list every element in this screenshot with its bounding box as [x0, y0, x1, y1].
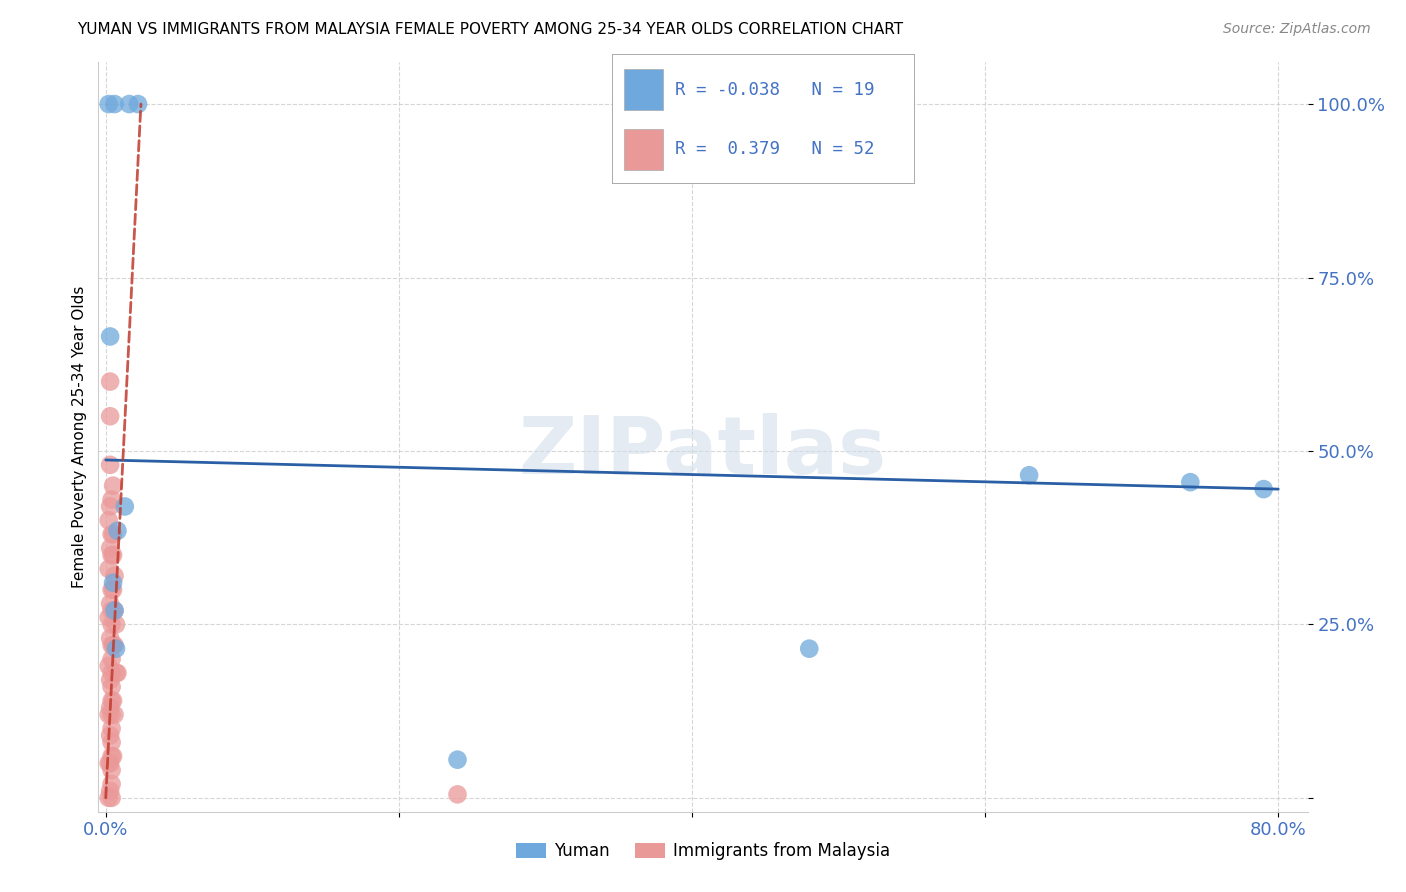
Text: R = -0.038   N = 19: R = -0.038 N = 19: [675, 81, 875, 99]
Point: [100, 777, 122, 791]
Point: [100, 722, 122, 736]
Point: [100, 527, 122, 541]
Point: [100, 652, 122, 666]
Point: [103, 603, 125, 617]
Point: [105, 665, 128, 680]
Point: [97, 513, 120, 527]
Point: [1253, 482, 1275, 496]
Point: [97, 707, 120, 722]
Point: [105, 641, 128, 656]
FancyBboxPatch shape: [624, 69, 664, 111]
Point: [103, 707, 125, 722]
Point: [118, 97, 141, 112]
Point: [98, 329, 121, 343]
Point: [100, 790, 122, 805]
Point: [101, 478, 124, 492]
Point: [100, 680, 122, 694]
Text: ZIPatlas: ZIPatlas: [519, 413, 887, 491]
Point: [103, 638, 125, 652]
FancyBboxPatch shape: [624, 128, 664, 170]
Point: [100, 749, 122, 764]
Point: [97, 756, 120, 771]
Point: [100, 763, 122, 777]
Point: [103, 603, 125, 617]
Point: [101, 527, 124, 541]
Point: [98, 632, 121, 646]
Point: [101, 582, 124, 597]
Point: [100, 694, 122, 708]
Point: [100, 617, 122, 632]
Point: [98, 756, 121, 771]
Point: [98, 784, 121, 798]
Point: [98, 409, 121, 424]
Point: [98, 500, 121, 514]
Point: [114, 500, 136, 514]
Point: [101, 749, 124, 764]
Point: [97, 610, 120, 624]
Point: [127, 97, 149, 112]
Text: YUMAN VS IMMIGRANTS FROM MALAYSIA FEMALE POVERTY AMONG 25-34 YEAR OLDS CORRELATI: YUMAN VS IMMIGRANTS FROM MALAYSIA FEMALE…: [77, 22, 904, 37]
Point: [1018, 468, 1040, 483]
Point: [101, 638, 124, 652]
Point: [103, 97, 125, 112]
Point: [100, 548, 122, 562]
Point: [98, 728, 121, 742]
Point: [103, 569, 125, 583]
Text: Source: ZipAtlas.com: Source: ZipAtlas.com: [1223, 22, 1371, 37]
Point: [98, 458, 121, 472]
Point: [97, 790, 120, 805]
Point: [446, 788, 468, 802]
Point: [98, 597, 121, 611]
Text: R =  0.379   N = 52: R = 0.379 N = 52: [675, 140, 875, 158]
Point: [446, 753, 468, 767]
Point: [100, 735, 122, 749]
Point: [101, 575, 124, 590]
Point: [98, 673, 121, 687]
Point: [799, 641, 821, 656]
Point: [98, 700, 121, 714]
Point: [100, 492, 122, 507]
Point: [107, 665, 129, 680]
Point: [98, 541, 121, 555]
Point: [107, 524, 129, 538]
Point: [100, 582, 122, 597]
Point: [100, 603, 122, 617]
Point: [97, 562, 120, 576]
Point: [101, 694, 124, 708]
Point: [100, 707, 122, 722]
Point: [100, 638, 122, 652]
Point: [97, 97, 120, 112]
Point: [101, 548, 124, 562]
Point: [105, 617, 128, 632]
Point: [98, 375, 121, 389]
Y-axis label: Female Poverty Among 25-34 Year Olds: Female Poverty Among 25-34 Year Olds: [72, 286, 87, 588]
Legend: Yuman, Immigrants from Malaysia: Yuman, Immigrants from Malaysia: [509, 836, 897, 867]
Point: [1180, 475, 1202, 490]
Point: [97, 659, 120, 673]
Point: [100, 665, 122, 680]
